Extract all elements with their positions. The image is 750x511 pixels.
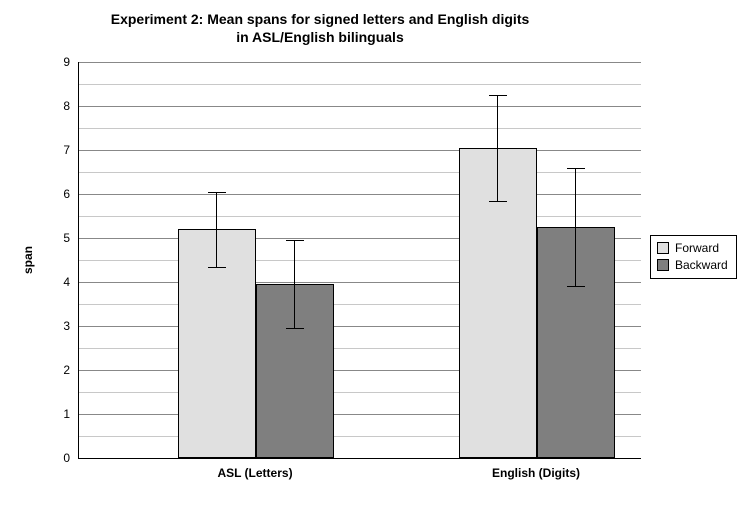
chart-title-line1: Experiment 2: Mean spans for signed lett… [111, 11, 530, 27]
y-tick-label: 8 [40, 99, 70, 113]
gridline-major [79, 194, 641, 195]
error-bar-cap-lower [208, 267, 226, 268]
y-tick-label: 6 [40, 187, 70, 201]
error-bar-cap-upper [489, 95, 507, 96]
y-tick-label: 0 [40, 451, 70, 465]
gridline-minor [79, 216, 641, 217]
legend-item-backward: Backward [657, 257, 728, 274]
error-bar-cap-upper [567, 168, 585, 169]
gridline-minor [79, 84, 641, 85]
plot-area [78, 62, 641, 459]
x-category-label: English (Digits) [492, 466, 580, 480]
error-bar-stem [497, 95, 498, 201]
y-tick-label: 5 [40, 231, 70, 245]
error-bar-stem [216, 192, 217, 267]
legend: Forward Backward [650, 235, 737, 279]
error-bar-stem [294, 240, 295, 328]
error-bar-cap-lower [489, 201, 507, 202]
legend-swatch-backward [657, 259, 669, 271]
error-bar-cap-upper [208, 192, 226, 193]
y-tick-label: 2 [40, 363, 70, 377]
gridline-minor [79, 128, 641, 129]
chart-title-line2: in ASL/English bilinguals [236, 29, 404, 45]
gridline-minor [79, 172, 641, 173]
legend-swatch-forward [657, 242, 669, 254]
legend-item-forward: Forward [657, 240, 728, 257]
error-bar-stem [575, 168, 576, 287]
y-tick-label: 1 [40, 407, 70, 421]
y-tick-label: 9 [40, 55, 70, 69]
error-bar-cap-upper [286, 240, 304, 241]
chart-title: Experiment 2: Mean spans for signed lett… [0, 10, 640, 46]
x-category-label: ASL (Letters) [217, 466, 292, 480]
y-tick-label: 7 [40, 143, 70, 157]
legend-label-backward: Backward [675, 257, 728, 274]
y-axis-label: span [21, 246, 35, 274]
gridline-major [79, 150, 641, 151]
chart-container: Experiment 2: Mean spans for signed lett… [0, 0, 750, 511]
error-bar-cap-lower [567, 286, 585, 287]
gridline-major [79, 62, 641, 63]
error-bar-cap-lower [286, 328, 304, 329]
gridline-major [79, 106, 641, 107]
y-tick-label: 4 [40, 275, 70, 289]
y-tick-label: 3 [40, 319, 70, 333]
legend-label-forward: Forward [675, 240, 719, 257]
